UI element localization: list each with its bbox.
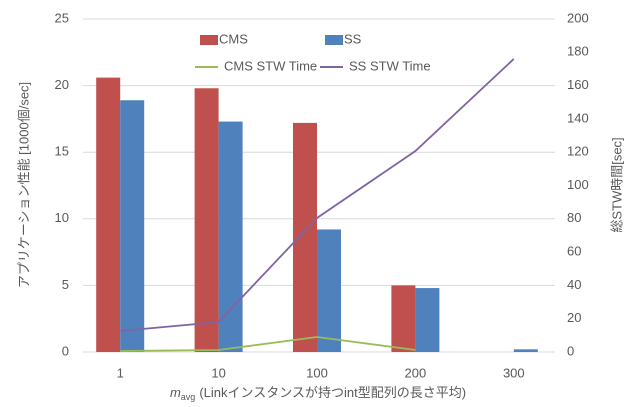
legend-label: SS — [344, 31, 362, 46]
y2-tick-label: 40 — [567, 277, 581, 292]
legend-label: SS STW Time — [349, 58, 431, 73]
legend-label: CMS STW Time — [224, 58, 317, 73]
y2-tick-label: 20 — [567, 310, 581, 325]
x-label-sub: avg — [181, 392, 196, 402]
line — [120, 336, 416, 352]
y-tick-label: 10 — [55, 210, 69, 225]
bar — [194, 88, 219, 352]
y2-tick-label: 200 — [567, 10, 589, 25]
bar — [391, 285, 416, 352]
x-tick-label: 100 — [306, 365, 328, 380]
legend-swatch — [325, 35, 343, 45]
bar — [218, 121, 243, 353]
legend-label: CMS — [219, 31, 248, 46]
x-tick-label: 10 — [211, 365, 225, 380]
y-tick-label: 20 — [55, 77, 69, 92]
y2-tick-label: 60 — [567, 244, 581, 259]
line — [120, 58, 515, 332]
y2-tick-label: 160 — [567, 77, 589, 92]
y2-axis-label: 総STW時間[sec] — [609, 137, 624, 232]
bar — [293, 122, 317, 353]
y-tick-label: 0 — [62, 343, 69, 358]
y-tick-label: 25 — [55, 10, 69, 25]
bar — [415, 288, 440, 352]
x-tick-label: 200 — [405, 365, 427, 380]
bar — [120, 100, 145, 352]
bar — [513, 349, 538, 352]
bar — [96, 77, 121, 352]
y2-tick-label: 100 — [567, 177, 589, 192]
x-tick-label: 300 — [503, 365, 525, 380]
x-tick-label: 1 — [117, 365, 124, 380]
y-tick-label: 5 — [62, 277, 69, 292]
y2-tick-label: 180 — [567, 44, 589, 59]
y2-tick-label: 120 — [567, 144, 589, 159]
y2-tick-label: 0 — [567, 343, 574, 358]
x-label-var: m — [170, 385, 181, 400]
x-label-text: (Linkインスタンスが持つint型配列の長さ平均) — [199, 385, 466, 400]
y2-tick-label: 80 — [567, 210, 581, 225]
y-axis-label: アプリケーション性能 [1000個/sec] — [16, 82, 31, 288]
x-axis-label: mavg (Linkインスタンスが持つint型配列の長さ平均) — [170, 385, 466, 402]
legend-swatch — [200, 35, 218, 45]
bar — [317, 229, 341, 352]
y-tick-label: 15 — [55, 144, 69, 159]
y2-tick-label: 140 — [567, 110, 589, 125]
